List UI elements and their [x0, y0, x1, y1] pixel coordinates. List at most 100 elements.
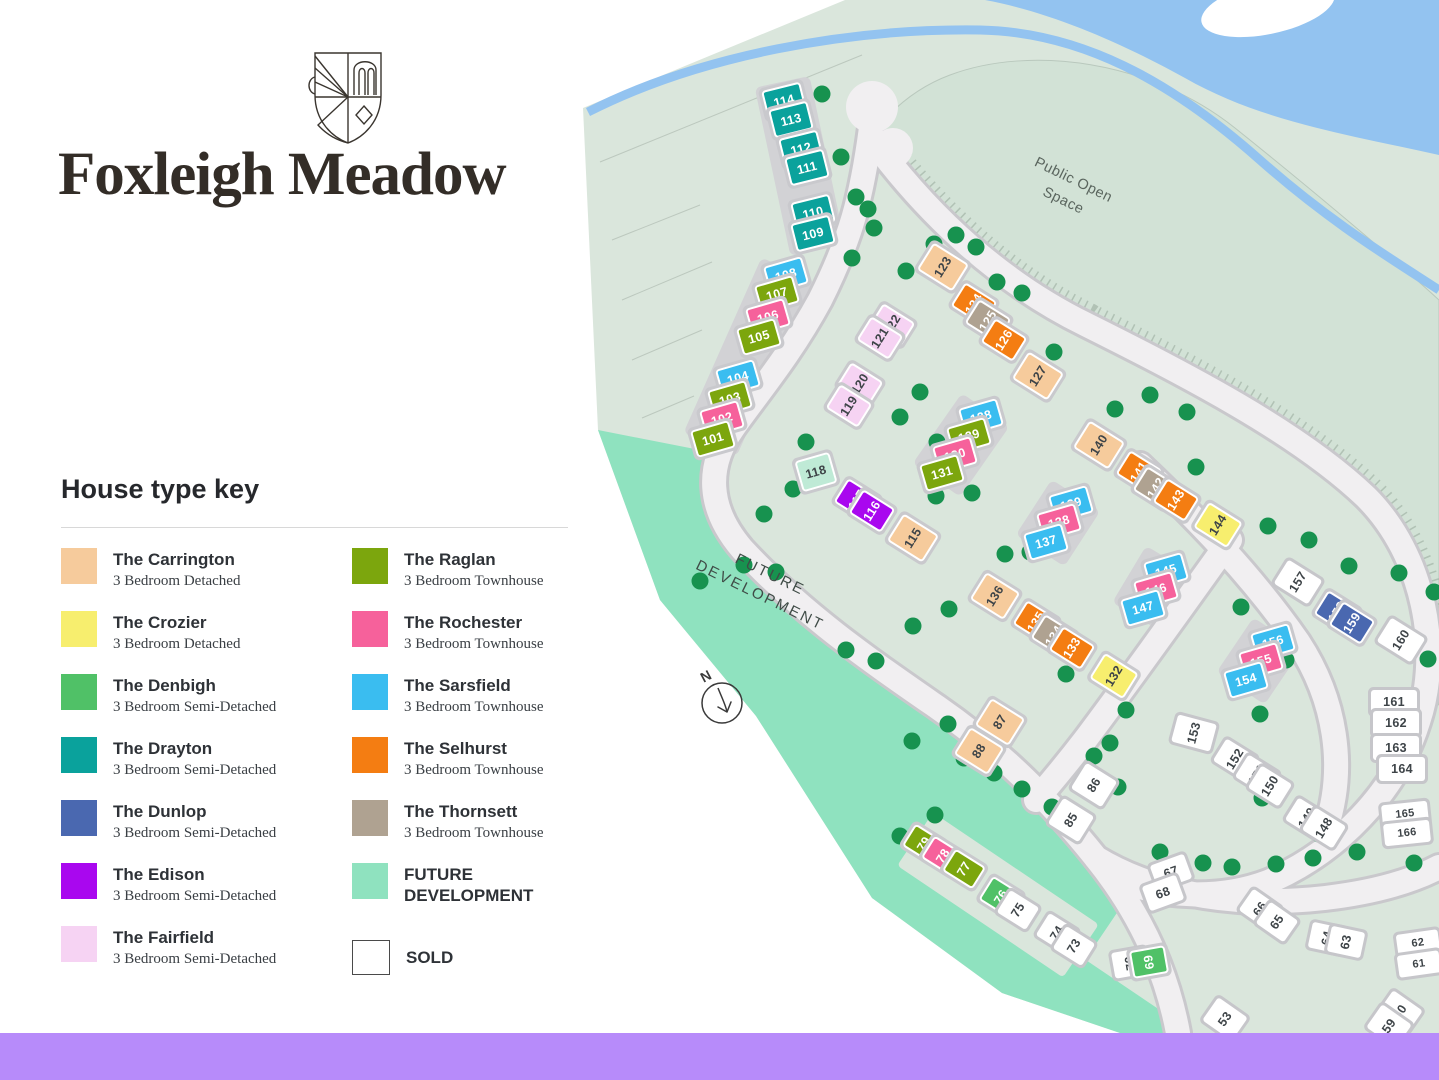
- legend-desc: 3 Bedroom Townhouse: [404, 573, 544, 590]
- plot-144[interactable]: 144: [1195, 504, 1241, 546]
- legend-item-crozier: The Crozier 3 Bedroom Detached: [61, 611, 352, 674]
- tree-icon: [1194, 854, 1212, 872]
- tree-icon: [1348, 843, 1366, 861]
- legend-swatch-raglan: [352, 548, 388, 584]
- brand-crest-icon: [308, 52, 382, 144]
- plot-68[interactable]: 68: [1142, 875, 1184, 911]
- legend-name: The Crozier: [113, 613, 207, 632]
- cul-de-sac: [846, 81, 913, 168]
- tree-icon: [859, 200, 877, 218]
- legend-item-denbigh: The Denbigh 3 Bedroom Semi-Detached: [61, 674, 352, 737]
- tree-icon: [1390, 564, 1408, 582]
- plot-105[interactable]: 105: [738, 320, 780, 354]
- river: [585, 25, 1439, 294]
- plot-123[interactable]: 123: [919, 245, 967, 289]
- plot-101[interactable]: 101: [692, 422, 734, 456]
- legend-item-dunlop: The Dunlop 3 Bedroom Semi-Detached: [61, 800, 352, 863]
- plot-162[interactable]: 162: [1374, 712, 1418, 734]
- tree-icon: [1106, 400, 1124, 418]
- tree-icon: [767, 563, 785, 581]
- legend-desc: 3 Bedroom Townhouse: [404, 762, 544, 779]
- tree-icon: [813, 85, 831, 103]
- plot-115[interactable]: 115: [889, 516, 937, 560]
- tree-icon: [988, 273, 1006, 291]
- legend-name: FUTURE DEVELOPMENT: [404, 865, 534, 906]
- tree-icon: [797, 433, 815, 451]
- legend-swatch-drayton: [61, 737, 97, 773]
- plot-86[interactable]: 86: [1072, 764, 1116, 806]
- plot-161[interactable]: 161: [1372, 691, 1416, 713]
- tree-icon: [843, 249, 861, 267]
- tree-icon: [926, 806, 944, 824]
- legend-swatch-sarsfield: [352, 674, 388, 710]
- plot-136[interactable]: 136: [972, 574, 1018, 618]
- plot-164[interactable]: 164: [1380, 758, 1424, 780]
- plot-160[interactable]: 160: [1377, 618, 1425, 662]
- tree-icon: [1340, 557, 1358, 575]
- tree-icon: [963, 484, 981, 502]
- tree-icon: [784, 480, 802, 498]
- footer-bar: [0, 1033, 1439, 1080]
- plots-layer: 114 113 112 111 110 109 108 107 106 105 104 103 102 1…: [692, 83, 1439, 1036]
- tree-icon: [1187, 458, 1205, 476]
- plot-137[interactable]: 137: [1025, 525, 1067, 559]
- legend-name: The Edison: [113, 865, 205, 884]
- tree-icon: [1267, 855, 1285, 873]
- plot-118[interactable]: 118: [796, 454, 836, 490]
- tree-icon: [867, 652, 885, 670]
- tree-icon: [940, 600, 958, 618]
- tree-icon: [755, 505, 773, 523]
- legend-item-rochester: The Rochester 3 Bedroom Townhouse: [352, 611, 572, 674]
- tree-icon: [1101, 734, 1119, 752]
- tree-icon: [1117, 701, 1135, 719]
- tree-icon: [837, 641, 855, 659]
- plot-85[interactable]: 85: [1049, 799, 1093, 841]
- tree-icon: [1141, 386, 1159, 404]
- legend-item-drayton: The Drayton 3 Bedroom Semi-Detached: [61, 737, 352, 800]
- legend-swatch-future: [352, 863, 388, 899]
- tree-icon: [1419, 650, 1437, 668]
- plot-166[interactable]: 166: [1384, 820, 1430, 846]
- tree-icon: [1277, 651, 1295, 669]
- legend-swatch-carrington: [61, 548, 97, 584]
- legend-swatch-selhurst: [352, 737, 388, 773]
- plot-131[interactable]: 131: [921, 456, 963, 490]
- legend-name: The Drayton: [113, 739, 213, 758]
- legend-desc: 3 Bedroom Detached: [113, 573, 241, 590]
- plot-163[interactable]: 163: [1374, 737, 1418, 759]
- plot-88[interactable]: 88: [956, 729, 1002, 773]
- legend-desc: 3 Bedroom Detached: [113, 636, 241, 653]
- plot-127[interactable]: 127: [1014, 354, 1062, 398]
- tree-icon: [1013, 780, 1031, 798]
- legend-item-raglan: The Raglan 3 Bedroom Townhouse: [352, 548, 572, 611]
- legend-item-sarsfield: The Sarsfield 3 Bedroom Townhouse: [352, 674, 572, 737]
- legend-item-carrington: The Carrington 3 Bedroom Detached: [61, 548, 352, 611]
- tree-icon: [985, 764, 1003, 782]
- tree-icon: [1300, 531, 1318, 549]
- legend-swatch-denbigh: [61, 674, 97, 710]
- river-bend: [985, 0, 1439, 155]
- legend-desc: 3 Bedroom Semi-Detached: [113, 951, 277, 968]
- plot-154[interactable]: 154: [1225, 663, 1267, 697]
- plot-147[interactable]: 147: [1122, 591, 1164, 625]
- plot-157[interactable]: 157: [1274, 560, 1322, 604]
- plot-63[interactable]: 63: [1327, 926, 1365, 958]
- legend-desc: 3 Bedroom Semi-Detached: [113, 888, 277, 905]
- plot-153[interactable]: 153: [1172, 715, 1216, 751]
- plot-61[interactable]: 61: [1397, 951, 1439, 977]
- plot-69[interactable]: 69: [1131, 947, 1167, 977]
- tree-icon: [735, 556, 753, 574]
- tree-icon: [865, 219, 883, 237]
- legend-name: The Sarsfield: [404, 676, 511, 695]
- tree-icon: [897, 262, 915, 280]
- brand-title: Foxleigh Meadow: [58, 141, 507, 208]
- tree-icon: [847, 188, 865, 206]
- tree-icon: [1085, 747, 1103, 765]
- legend-item-fairfield: The Fairfield 3 Bedroom Semi-Detached: [61, 926, 352, 989]
- legend-item-future: FUTURE DEVELOPMENT: [352, 863, 572, 926]
- tree-icon: [1045, 343, 1063, 361]
- legend-name: The Dunlop: [113, 802, 207, 821]
- plot-132[interactable]: 132: [1091, 655, 1137, 697]
- plot-140[interactable]: 140: [1075, 423, 1123, 467]
